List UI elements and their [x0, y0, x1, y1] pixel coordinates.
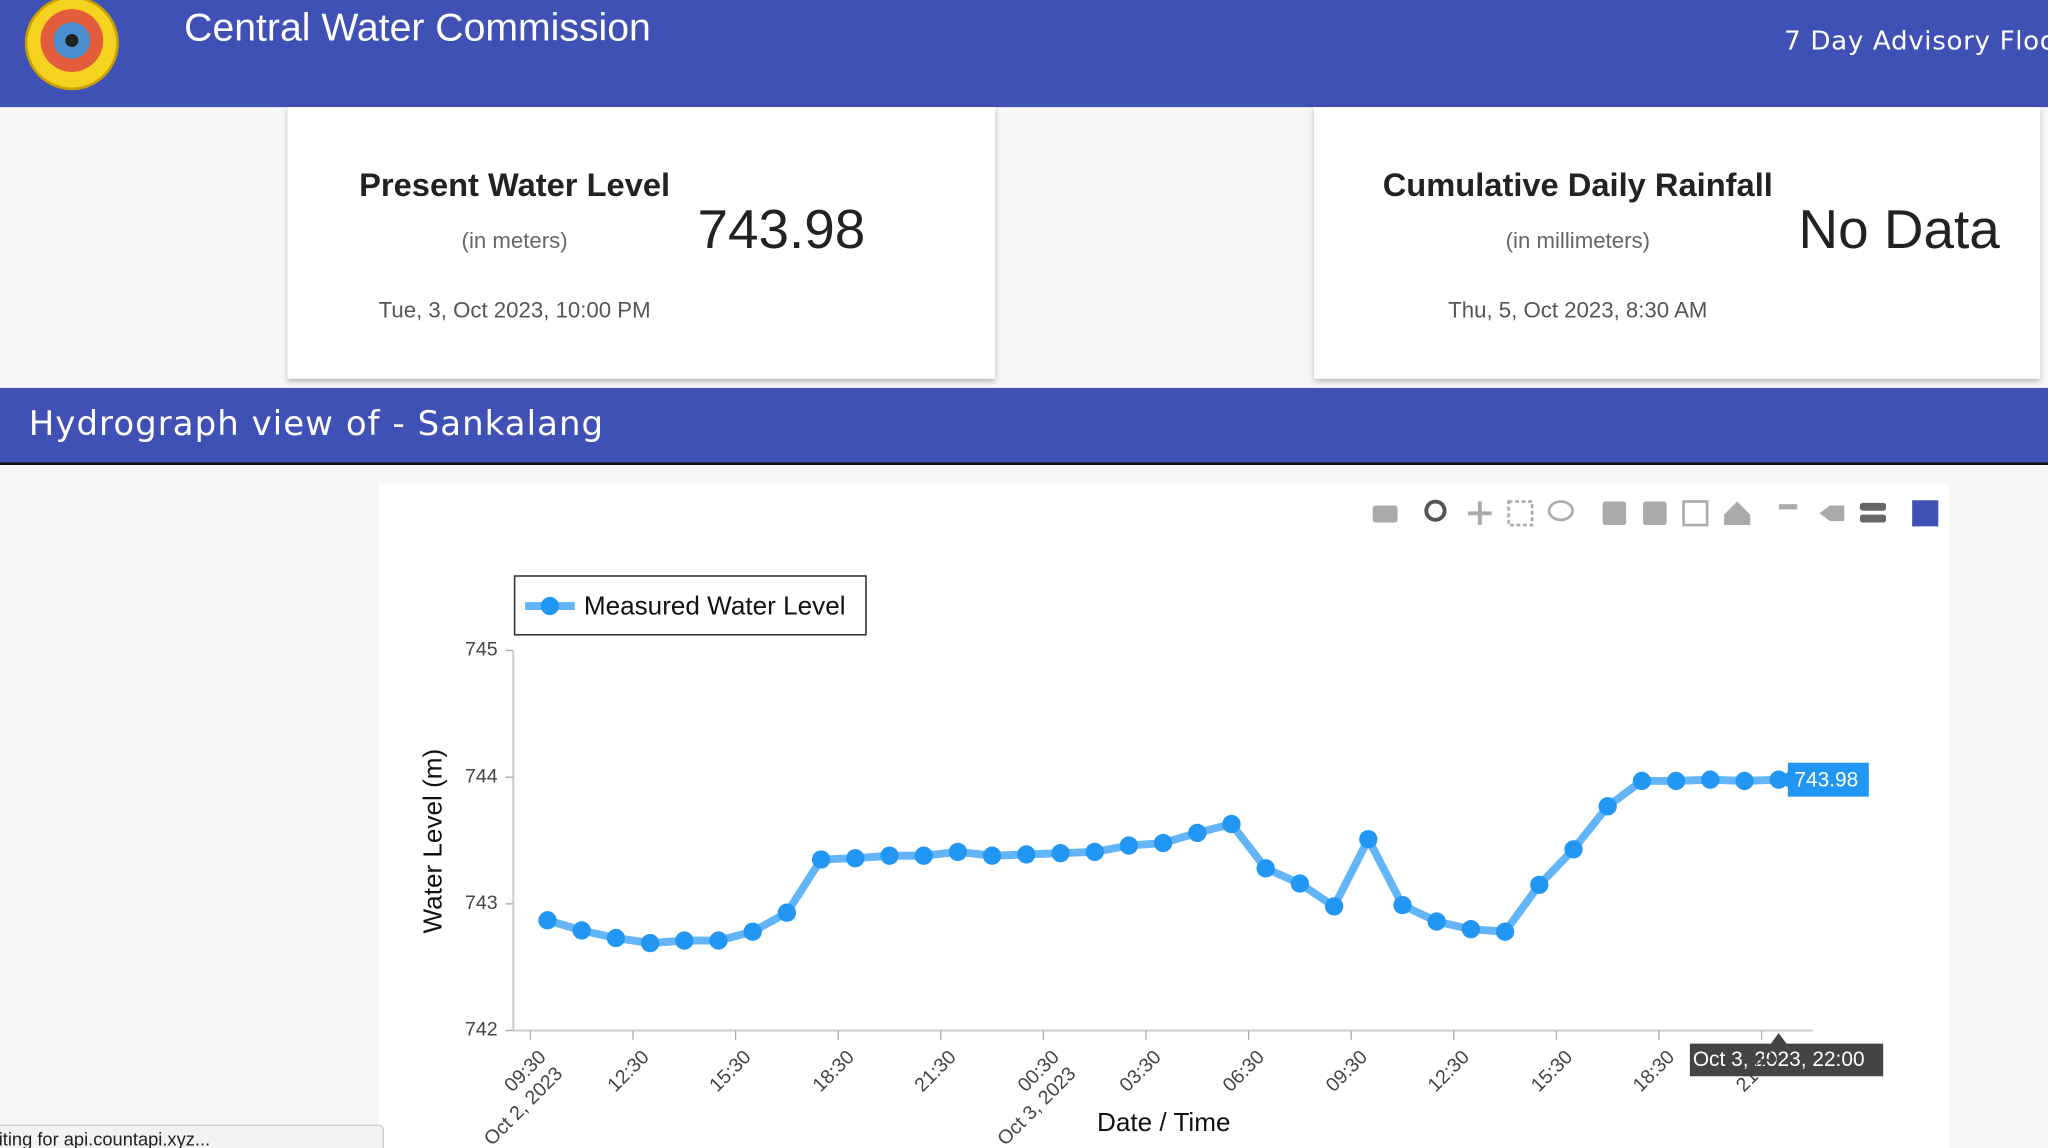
app-title: Central Water Commission: [184, 6, 651, 50]
card-value: No Data: [1798, 198, 2000, 260]
data-point: [1153, 833, 1173, 853]
pan-icon[interactable]: [1468, 501, 1492, 526]
nav-link[interactable]: 7 Day Advisory Flood: [1784, 24, 2048, 57]
card-date: Thu, 5, Oct 2023, 8:30 AM: [1448, 297, 1708, 323]
data-point: [1530, 875, 1549, 894]
data-point: [846, 849, 865, 868]
status-bar: iting for api.countapi.xyz...: [0, 1124, 384, 1148]
modebar: [1372, 499, 1939, 527]
data-point: [1598, 797, 1617, 816]
card-value: 743.98: [697, 198, 866, 260]
data-point: [1324, 897, 1344, 916]
data-point: [1461, 920, 1481, 939]
card-date: Tue, 3, Oct 2023, 10:00 PM: [378, 297, 651, 323]
data-point: [948, 842, 968, 862]
series-line: [546, 775, 1779, 948]
y-tick-label: 745: [465, 639, 498, 661]
data-point: [640, 933, 660, 953]
y-tick-label: 742: [465, 1019, 498, 1041]
data-point: [1359, 830, 1378, 849]
data-point: [777, 903, 797, 922]
hover-compare-icon[interactable]: [1859, 502, 1887, 511]
data-point: [1188, 823, 1207, 843]
data-point: [1256, 859, 1275, 878]
logo: [24, 0, 119, 91]
hover-compare-icon-part: [1859, 514, 1887, 523]
zoom-out-icon[interactable]: [1643, 501, 1667, 526]
data-point: [1632, 771, 1652, 791]
section-title: Hydrograph view of - Sankalang: [28, 404, 605, 445]
data-point: [572, 921, 591, 940]
card-title: Present Water Level: [359, 167, 671, 204]
data-point: [1393, 895, 1412, 915]
data-point: [914, 846, 933, 865]
hover-closest-icon[interactable]: [1819, 505, 1845, 522]
hover-tooltip: 743.98 Oct 3, 2023, 22:00: [1689, 762, 1884, 1077]
x-axis-title: Date / Time: [1097, 1107, 1231, 1137]
legend: Measured Water Level: [513, 575, 867, 636]
data-point: [538, 911, 557, 930]
data-point: [1085, 842, 1104, 862]
card: Cumulative Daily Rainfall (in millimeter…: [1313, 107, 2041, 379]
card-unit: (in millimeters): [1505, 228, 1650, 254]
data-point: [1701, 770, 1720, 789]
data-point: [606, 928, 626, 948]
legend-label: Measured Water Level: [584, 590, 846, 620]
autoscale-icon[interactable]: [1682, 500, 1709, 527]
data-point: [1290, 874, 1310, 893]
data-point: [811, 850, 831, 869]
data-point: [1769, 770, 1788, 789]
select-icon[interactable]: [1507, 500, 1534, 527]
y-tick-label: 743: [465, 892, 498, 914]
legend-marker: [540, 596, 560, 616]
lasso-icon[interactable]: [1547, 500, 1574, 522]
zoom-in-icon[interactable]: [1602, 501, 1627, 526]
data-point: [1564, 840, 1583, 859]
data-point: [675, 931, 694, 950]
camera-icon[interactable]: [1372, 505, 1398, 523]
data-point: [982, 846, 1002, 865]
card: Present Water Level (in meters) 743.98 T…: [287, 107, 996, 379]
y-tick-label: 744: [465, 765, 498, 787]
data-point: [709, 931, 728, 950]
hover-x-label: Oct 3, 2023, 22:00: [1693, 1048, 1865, 1071]
spike-icon[interactable]: [1778, 504, 1798, 510]
section-header: Hydrograph view of - Sankalang: [0, 387, 2048, 465]
card-title: Cumulative Daily Rainfall: [1382, 167, 1773, 204]
header: Central Water Commission 7 Day Advisory …: [0, 0, 2048, 108]
data-point: [743, 922, 762, 941]
data-point: [1666, 771, 1686, 791]
hover-value-box: [1778, 762, 1869, 797]
hover-value-label: 743.98: [1794, 768, 1858, 791]
plotly-logo[interactable]: [1912, 500, 1939, 527]
data-point: [1222, 814, 1241, 834]
data-point: [880, 846, 899, 865]
data-point: [1427, 912, 1446, 931]
data-point: [1495, 922, 1515, 941]
data-point: [1051, 844, 1070, 863]
hover-x-box: [1689, 1033, 1884, 1077]
zoom-icon[interactable]: [1424, 499, 1447, 522]
card-unit: (in meters): [461, 228, 568, 254]
y-axis-title: Water Level (m): [417, 749, 447, 934]
data-point: [1735, 771, 1754, 791]
data-point: [1017, 845, 1036, 864]
reset-icon[interactable]: [1724, 501, 1751, 526]
data-point: [1119, 836, 1139, 855]
